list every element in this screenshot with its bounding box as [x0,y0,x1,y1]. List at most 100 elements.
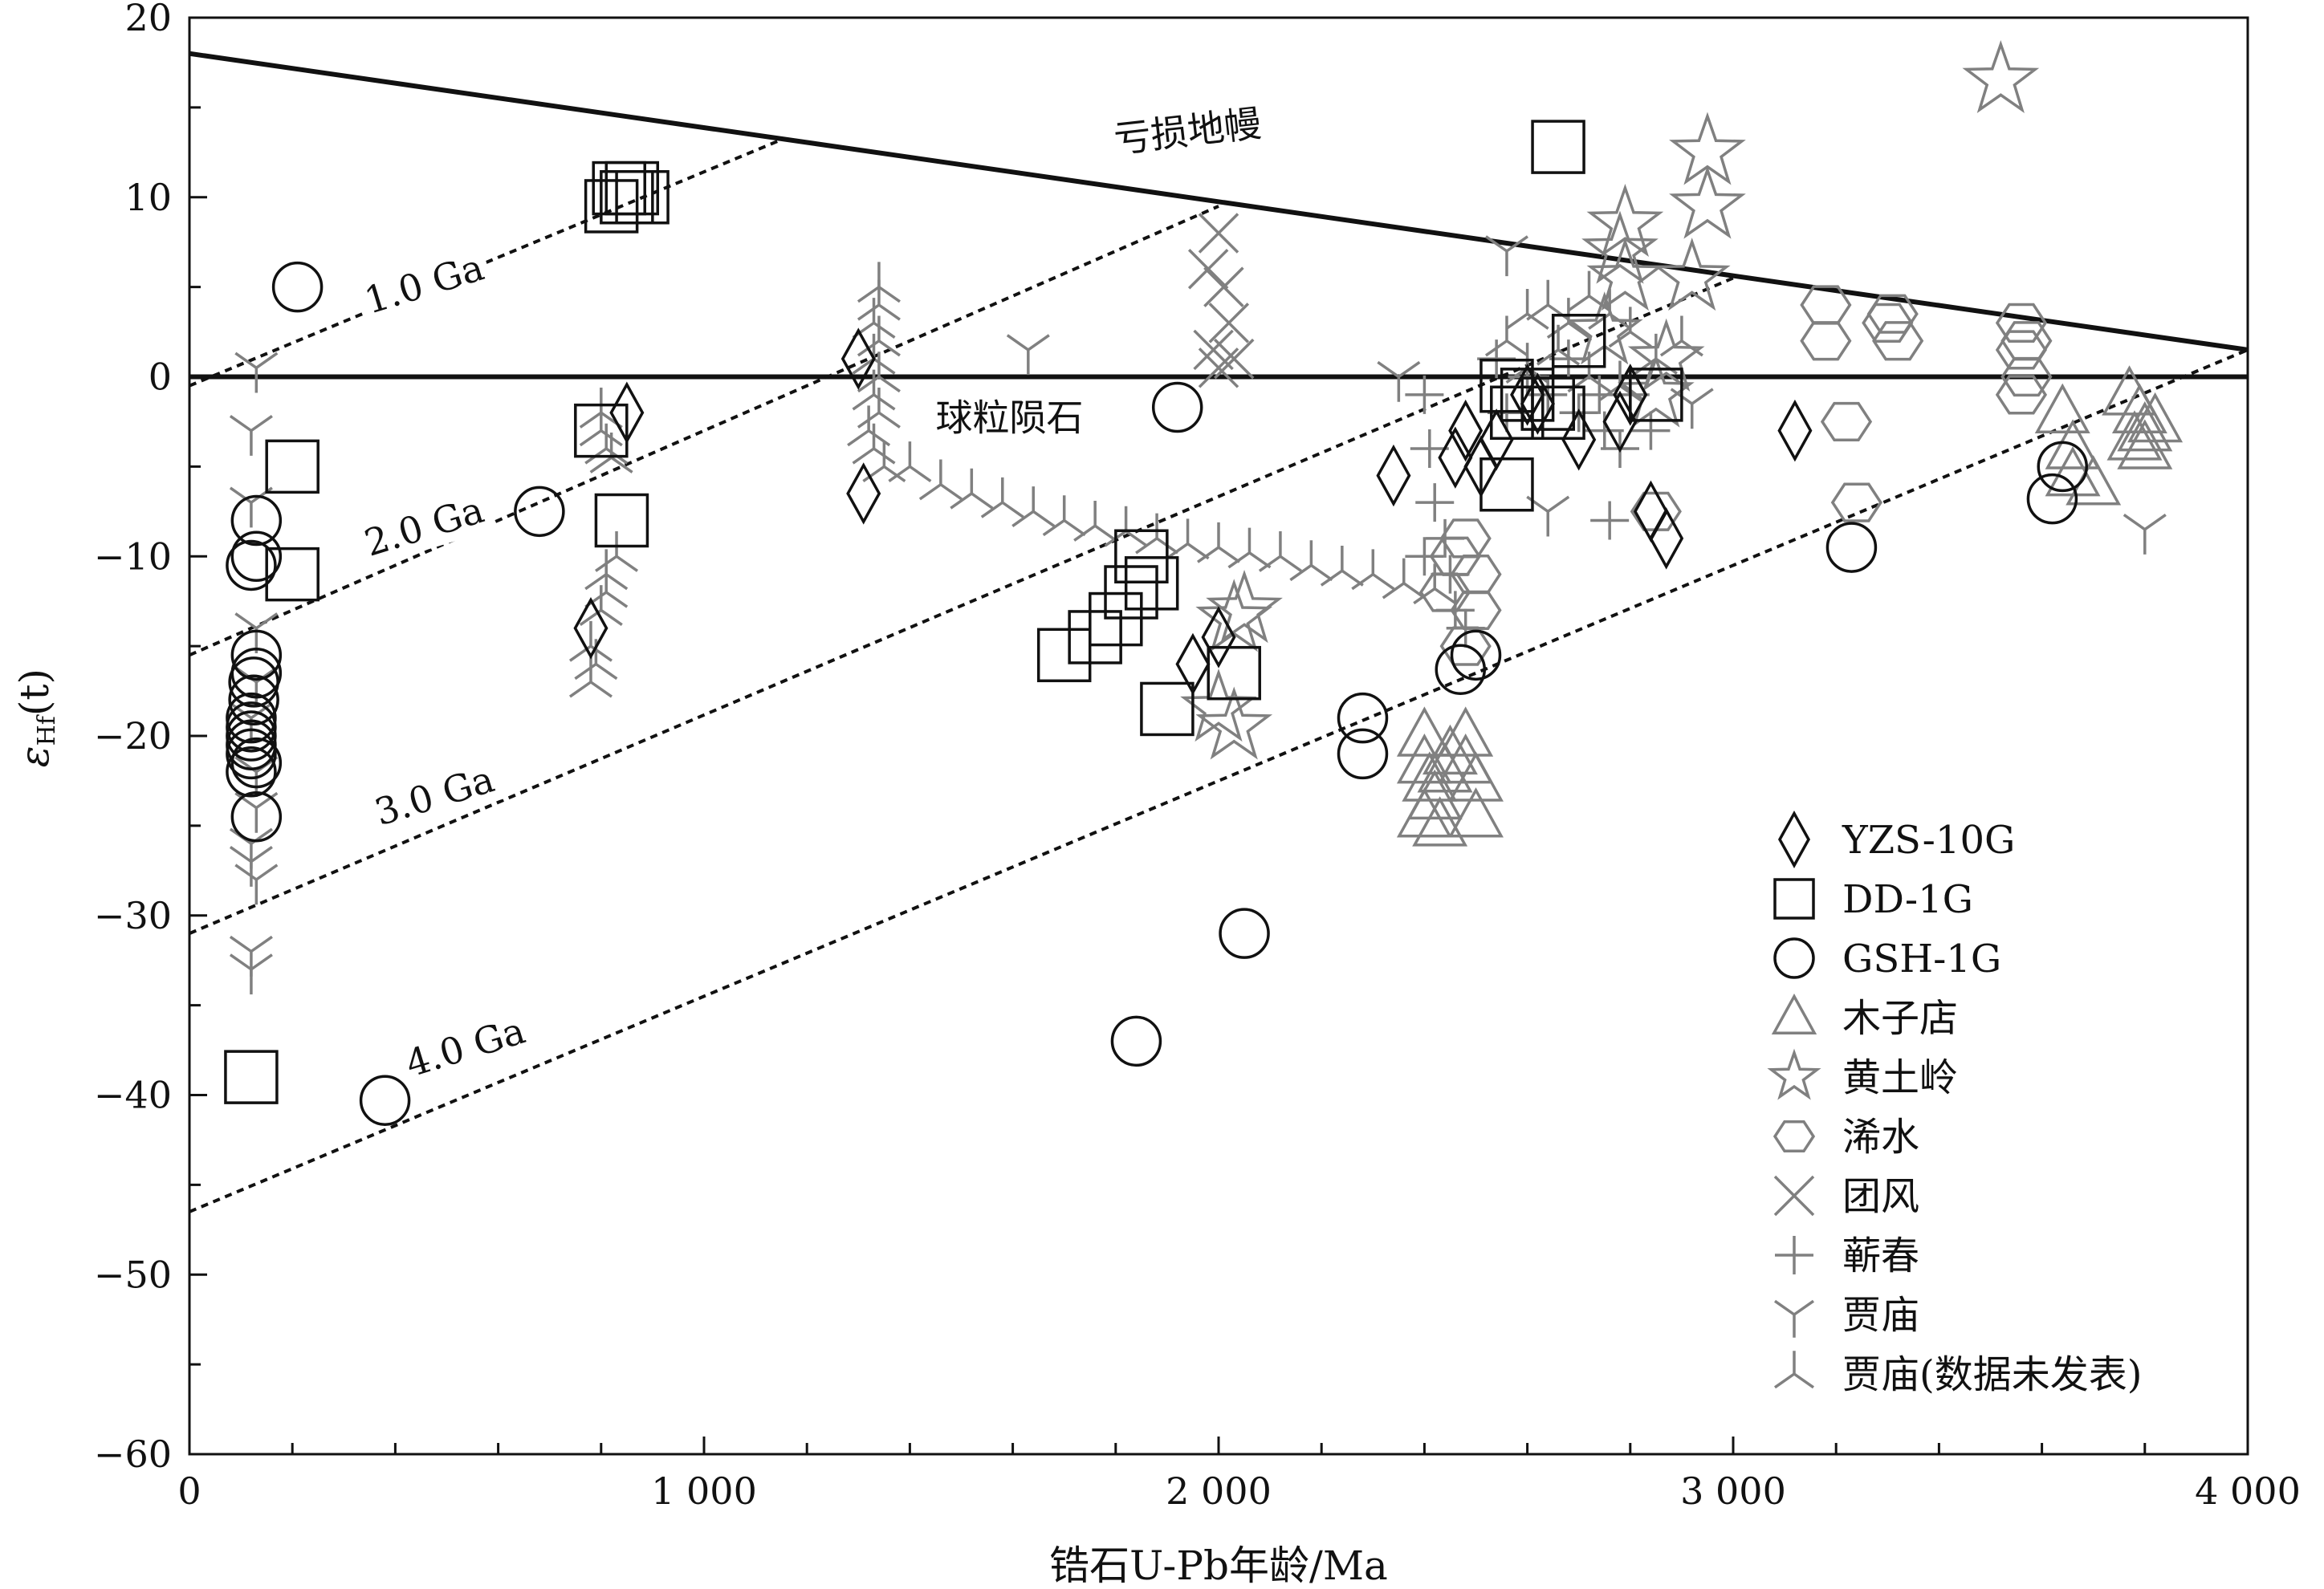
data-point [950,468,994,510]
data-point [1669,165,1746,239]
legend-item: 团风 [1773,1174,1919,1219]
data-point [1396,706,1452,757]
data-point [1448,787,1504,838]
y-axis-title-tail: (t) [11,669,58,716]
data-point [2123,514,2167,555]
legend-marker [1773,1175,1815,1217]
data-point [1036,628,1092,683]
data-point [615,170,670,225]
legend-item: 浠水 [1773,1115,1919,1160]
reference-line [189,138,782,388]
data-point [1405,375,1444,414]
data-point [1995,375,2048,415]
y-axis-title: εHf(t) [11,669,61,767]
data-point [1484,315,1528,357]
data-point [229,486,273,528]
reference-line [189,276,1734,935]
data-point [1337,692,1389,744]
legend-marker [1773,1120,1816,1153]
data-point [230,790,283,843]
data-point [2106,410,2163,461]
data-point [1585,411,1624,450]
data-point [1479,457,1534,512]
data-point [1629,368,1683,422]
data-point [1124,556,1179,611]
legend: YZS-10G DD-1G GSH-1G 木子店黄土岭浠水团风蕲春贾庙贾庙(数据未发表… [1767,810,2142,1397]
data-point [1201,606,1236,669]
series-团风 [1187,213,1255,388]
data-point [1526,495,1570,537]
y-tick-label: −30 [94,894,172,937]
legend-item: YZS-10G [1777,810,2015,869]
legend-label: 木子店 [1842,996,1958,1041]
data-point [1551,314,1606,368]
data-point [840,327,876,390]
data-point [1608,307,1652,348]
data-point [918,459,963,501]
y-axis-title-subscript: Hf [33,714,61,746]
legend-label: 黄土岭 [1842,1055,1958,1100]
data-point [234,791,279,833]
data-point [2037,441,2088,493]
data-point [226,746,277,798]
data-point [1446,608,1485,648]
data-point [862,441,906,483]
data-point [229,414,273,456]
legend-marker [1773,1299,1815,1338]
data-point [226,692,277,744]
data-point [1995,330,2048,370]
x-tick-label: 2 000 [1166,1469,1272,1513]
data-point [228,674,279,725]
data-point [234,352,279,393]
data-point [1549,339,1588,379]
data-point [234,864,279,905]
data-point [226,728,277,780]
data-point [604,161,660,216]
data-point [1417,742,1473,793]
legend-item: 贾庙 [1773,1293,1919,1338]
data-point [1520,376,1575,431]
data-point [514,486,565,538]
x-tick-label: 0 [177,1469,201,1513]
data-point [1042,495,1086,537]
y-tick-label: −40 [94,1074,172,1117]
data-point [1006,334,1050,376]
data-point [1962,39,2040,114]
data-point [1151,381,1203,433]
data-point [980,477,1024,518]
data-point [568,656,613,698]
legend-marker [1771,993,1817,1034]
x-tick-label: 3 000 [1680,1469,1786,1513]
data-point [857,279,901,321]
data-point [1653,238,1731,311]
data-point [1207,645,1261,701]
data-point [1073,501,1117,542]
data-point [2117,419,2173,469]
data-point [1649,507,1684,570]
data-point [1410,429,1449,468]
legend-label: YZS-10G [1842,818,2015,863]
x-tick-label: 4 000 [2195,1469,2301,1513]
data-point [226,710,277,762]
data-point [1435,644,1487,695]
data-point [226,701,277,753]
data-point [1862,303,1914,343]
y-tick-label: −50 [94,1253,172,1296]
legend-marker [1775,1236,1813,1274]
data-point [1415,483,1455,522]
data-point [1068,610,1122,664]
data-point [1104,565,1158,620]
series-DD-1G [224,120,1683,1104]
data-point [1195,579,1273,652]
data-point [1484,235,1528,277]
data-point [1376,444,1411,507]
y-tick-label: 20 [124,0,172,39]
data-point [230,530,283,582]
data-point [2117,401,2173,452]
legend-label: 贾庙(数据未发表) [1842,1352,2142,1397]
data-point [852,369,896,411]
data-point [1396,787,1452,838]
data-point [1195,686,1273,760]
data-point [1777,399,1813,462]
